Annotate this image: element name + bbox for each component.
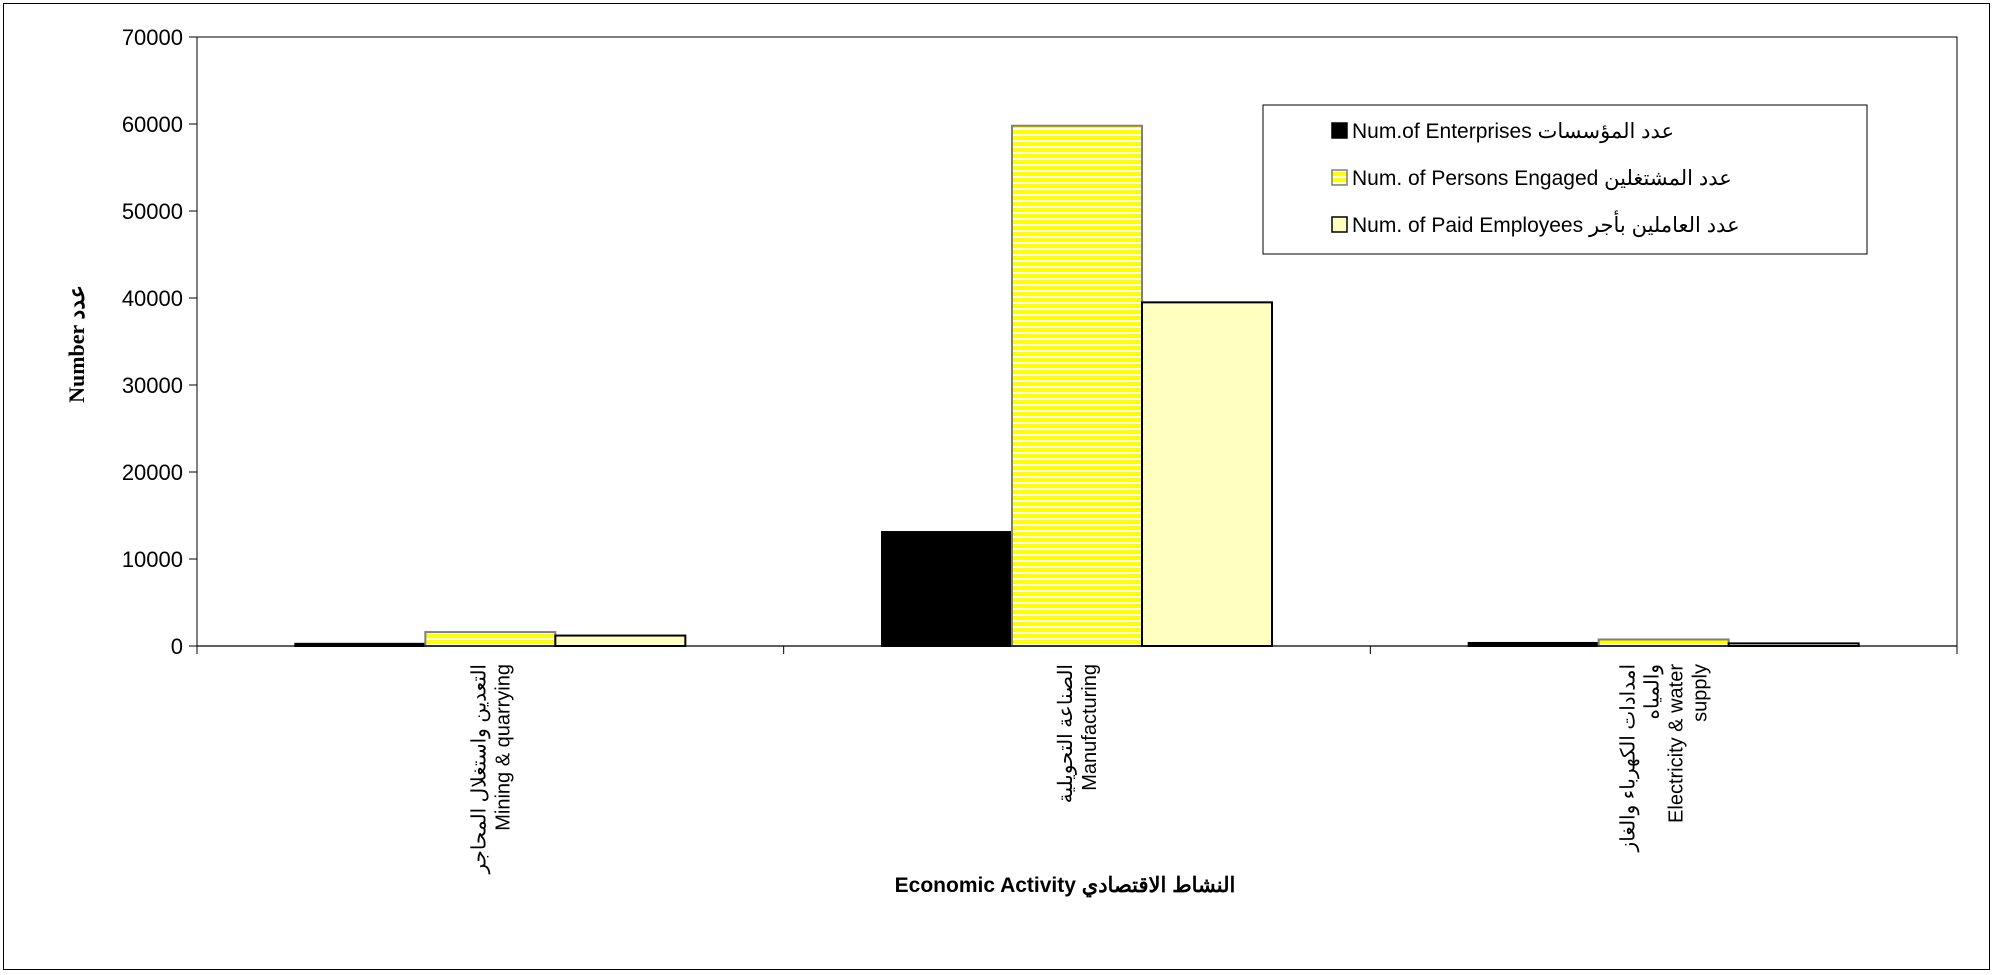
legend-swatch <box>1331 216 1348 233</box>
y-tick-label: 30000 <box>122 373 183 398</box>
x-tick-label: الصناعة التحويلية Manufacturing <box>1055 664 1101 803</box>
legend-label: Num.of Enterprises عدد المؤسسات <box>1352 120 1674 144</box>
bar <box>881 531 1013 648</box>
axes-layer: 0 10000 20000 30000 40000 50000 60000 70000 التع… <box>122 25 1958 874</box>
chart-frame: 0 10000 20000 30000 40000 50000 60000 70000 التع… <box>3 3 1990 970</box>
bars-layer <box>294 124 1860 648</box>
x-tick-label-line: الصناعة التحويلية <box>1055 664 1077 803</box>
bar <box>1011 124 1143 648</box>
bar <box>1597 638 1730 647</box>
legend-label: Num. of Persons Engaged عدد المشتغلين <box>1352 167 1732 191</box>
x-tick-label-line: Mining & quarrying <box>492 664 514 831</box>
legend: Num.of Enterprises عدد المؤسسات Num. of P… <box>1262 104 1868 255</box>
y-tick-label: 60000 <box>122 112 183 137</box>
bar <box>424 631 557 648</box>
x-tick-label-line: Electricity & water <box>1666 664 1688 823</box>
x-tick-label-line: والمياه <box>1642 664 1664 719</box>
x-tick-label: التعدين واستغلال المحاجر Mining & quarryi… <box>468 664 514 874</box>
x-tick-label-line: supply <box>1690 664 1712 722</box>
chart-svg: 0 10000 20000 30000 40000 50000 60000 70000 التع… <box>64 25 1958 898</box>
x-axis-title: النشاط الاقتصادي Economic Activity <box>895 874 1236 898</box>
bar <box>554 634 687 647</box>
x-tick-label-line: Manufacturing <box>1079 664 1101 791</box>
legend-label: Num. of Paid Employees عدد العاملين بأجر <box>1352 209 1740 238</box>
y-tick-label: 0 <box>171 634 183 659</box>
legend-swatch <box>1331 169 1348 186</box>
y-tick-label: 10000 <box>122 547 183 572</box>
x-tick-label-line: التعدين واستغلال المحاجر <box>468 664 490 874</box>
y-tick-label: 40000 <box>122 286 183 311</box>
y-tick-label: 50000 <box>122 199 183 224</box>
bar <box>1141 301 1273 647</box>
x-tick-label: امدادات الكهرباء والغاز والمياه Electricit… <box>1618 664 1712 853</box>
legend-box <box>1262 104 1868 255</box>
legend-swatch <box>1331 122 1348 139</box>
y-tick-label: 70000 <box>122 25 183 50</box>
x-tick-label-line: امدادات الكهرباء والغاز <box>1618 664 1640 852</box>
y-tick-label: 20000 <box>122 460 183 485</box>
y-axis-title: Number عدد <box>64 285 89 403</box>
